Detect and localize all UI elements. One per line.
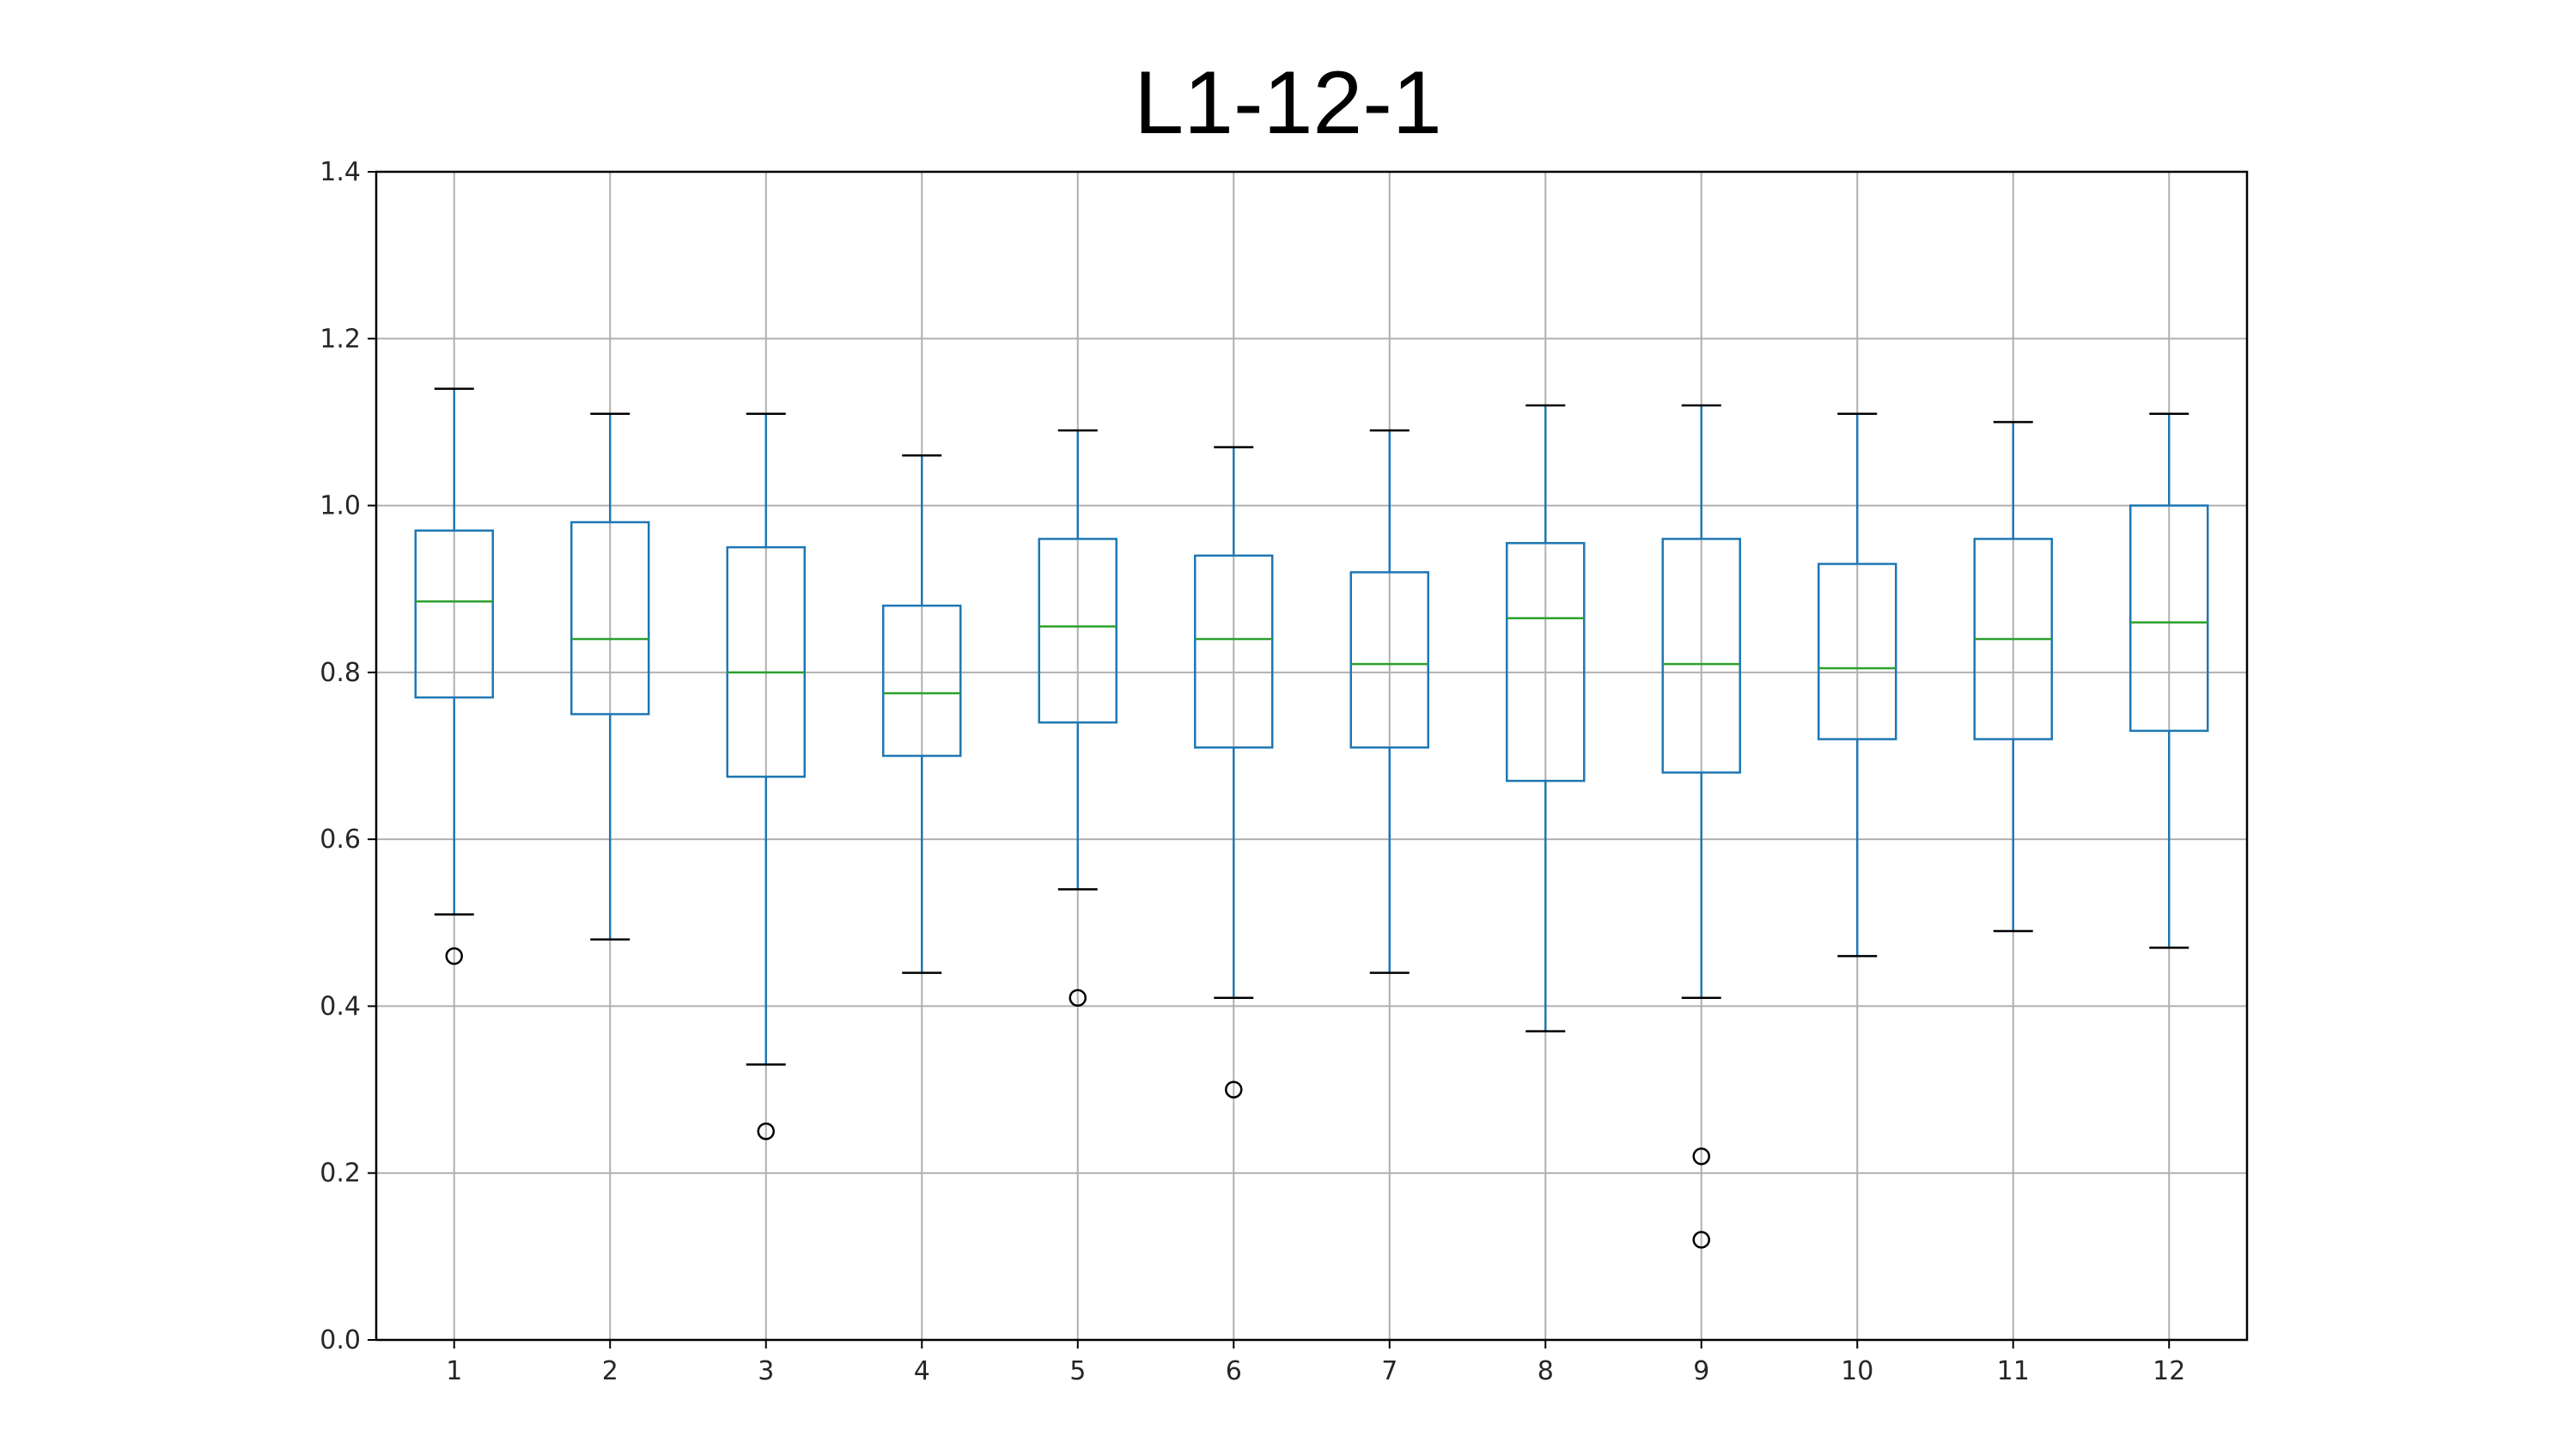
box-1 [414, 387, 494, 965]
tick-labels: 0.00.20.40.60.81.01.21.41 2 3 4 5 6 7 8 9 10 11 12 [320, 157, 2185, 1386]
box-8 [1506, 404, 1586, 1032]
box-series [414, 387, 2209, 1249]
box-iqr [1038, 538, 1117, 724]
box-iqr [1506, 542, 1586, 782]
box-iqr [1349, 571, 1429, 749]
box-6 [1194, 446, 1274, 1099]
x-tick-label: 10 [1841, 1356, 1873, 1386]
y-tick-label: 1.2 [320, 324, 361, 354]
outlier-point [1692, 1231, 1710, 1249]
box-iqr [2129, 504, 2209, 733]
box-11 [1973, 421, 2053, 933]
box-iqr [726, 545, 806, 778]
box-iqr [414, 529, 494, 699]
axes [368, 170, 2249, 1349]
outlier-point [1692, 1148, 1710, 1166]
box-10 [1818, 412, 1897, 958]
box-iqr [570, 521, 650, 715]
box-2 [570, 412, 650, 941]
x-tick-label: 3 [758, 1356, 774, 1386]
y-tick-label: 0.4 [320, 991, 361, 1021]
box-3 [726, 412, 806, 1141]
y-tick-label: 0.0 [320, 1325, 361, 1355]
x-tick-label: 12 [2153, 1356, 2185, 1386]
box-7 [1349, 429, 1429, 974]
x-tick-label: 1 [446, 1356, 462, 1386]
outlier-point [1069, 989, 1087, 1007]
box-iqr [1194, 554, 1274, 749]
y-tick-label: 1.0 [320, 491, 361, 521]
outlier-point [445, 947, 463, 965]
x-tick-label: 6 [1226, 1356, 1242, 1386]
x-tick-label: 9 [1693, 1356, 1709, 1386]
y-tick-label: 0.2 [320, 1159, 361, 1189]
chart-title: L1-12-1 [1134, 53, 1442, 153]
outlier-point [757, 1122, 775, 1141]
outlier-point [1225, 1081, 1243, 1099]
box-9 [1661, 404, 1741, 1249]
box-4 [882, 454, 962, 974]
y-tick-label: 0.8 [320, 658, 361, 688]
box-12 [2129, 412, 2209, 949]
x-tick-label: 5 [1069, 1356, 1086, 1386]
box-5 [1038, 429, 1117, 1007]
grid-lines [376, 171, 2247, 1341]
x-tick-label: 11 [1997, 1356, 2030, 1386]
plot-frame [375, 170, 2249, 1342]
box-iqr [1661, 538, 1741, 774]
x-tick-label: 7 [1381, 1356, 1398, 1386]
y-tick-label: 1.4 [320, 157, 361, 187]
x-tick-label: 8 [1538, 1356, 1554, 1386]
x-tick-label: 4 [914, 1356, 930, 1386]
x-tick-label: 2 [602, 1356, 618, 1386]
box-iqr [882, 604, 962, 758]
y-tick-label: 0.6 [320, 825, 361, 855]
box-iqr [1818, 563, 1897, 740]
